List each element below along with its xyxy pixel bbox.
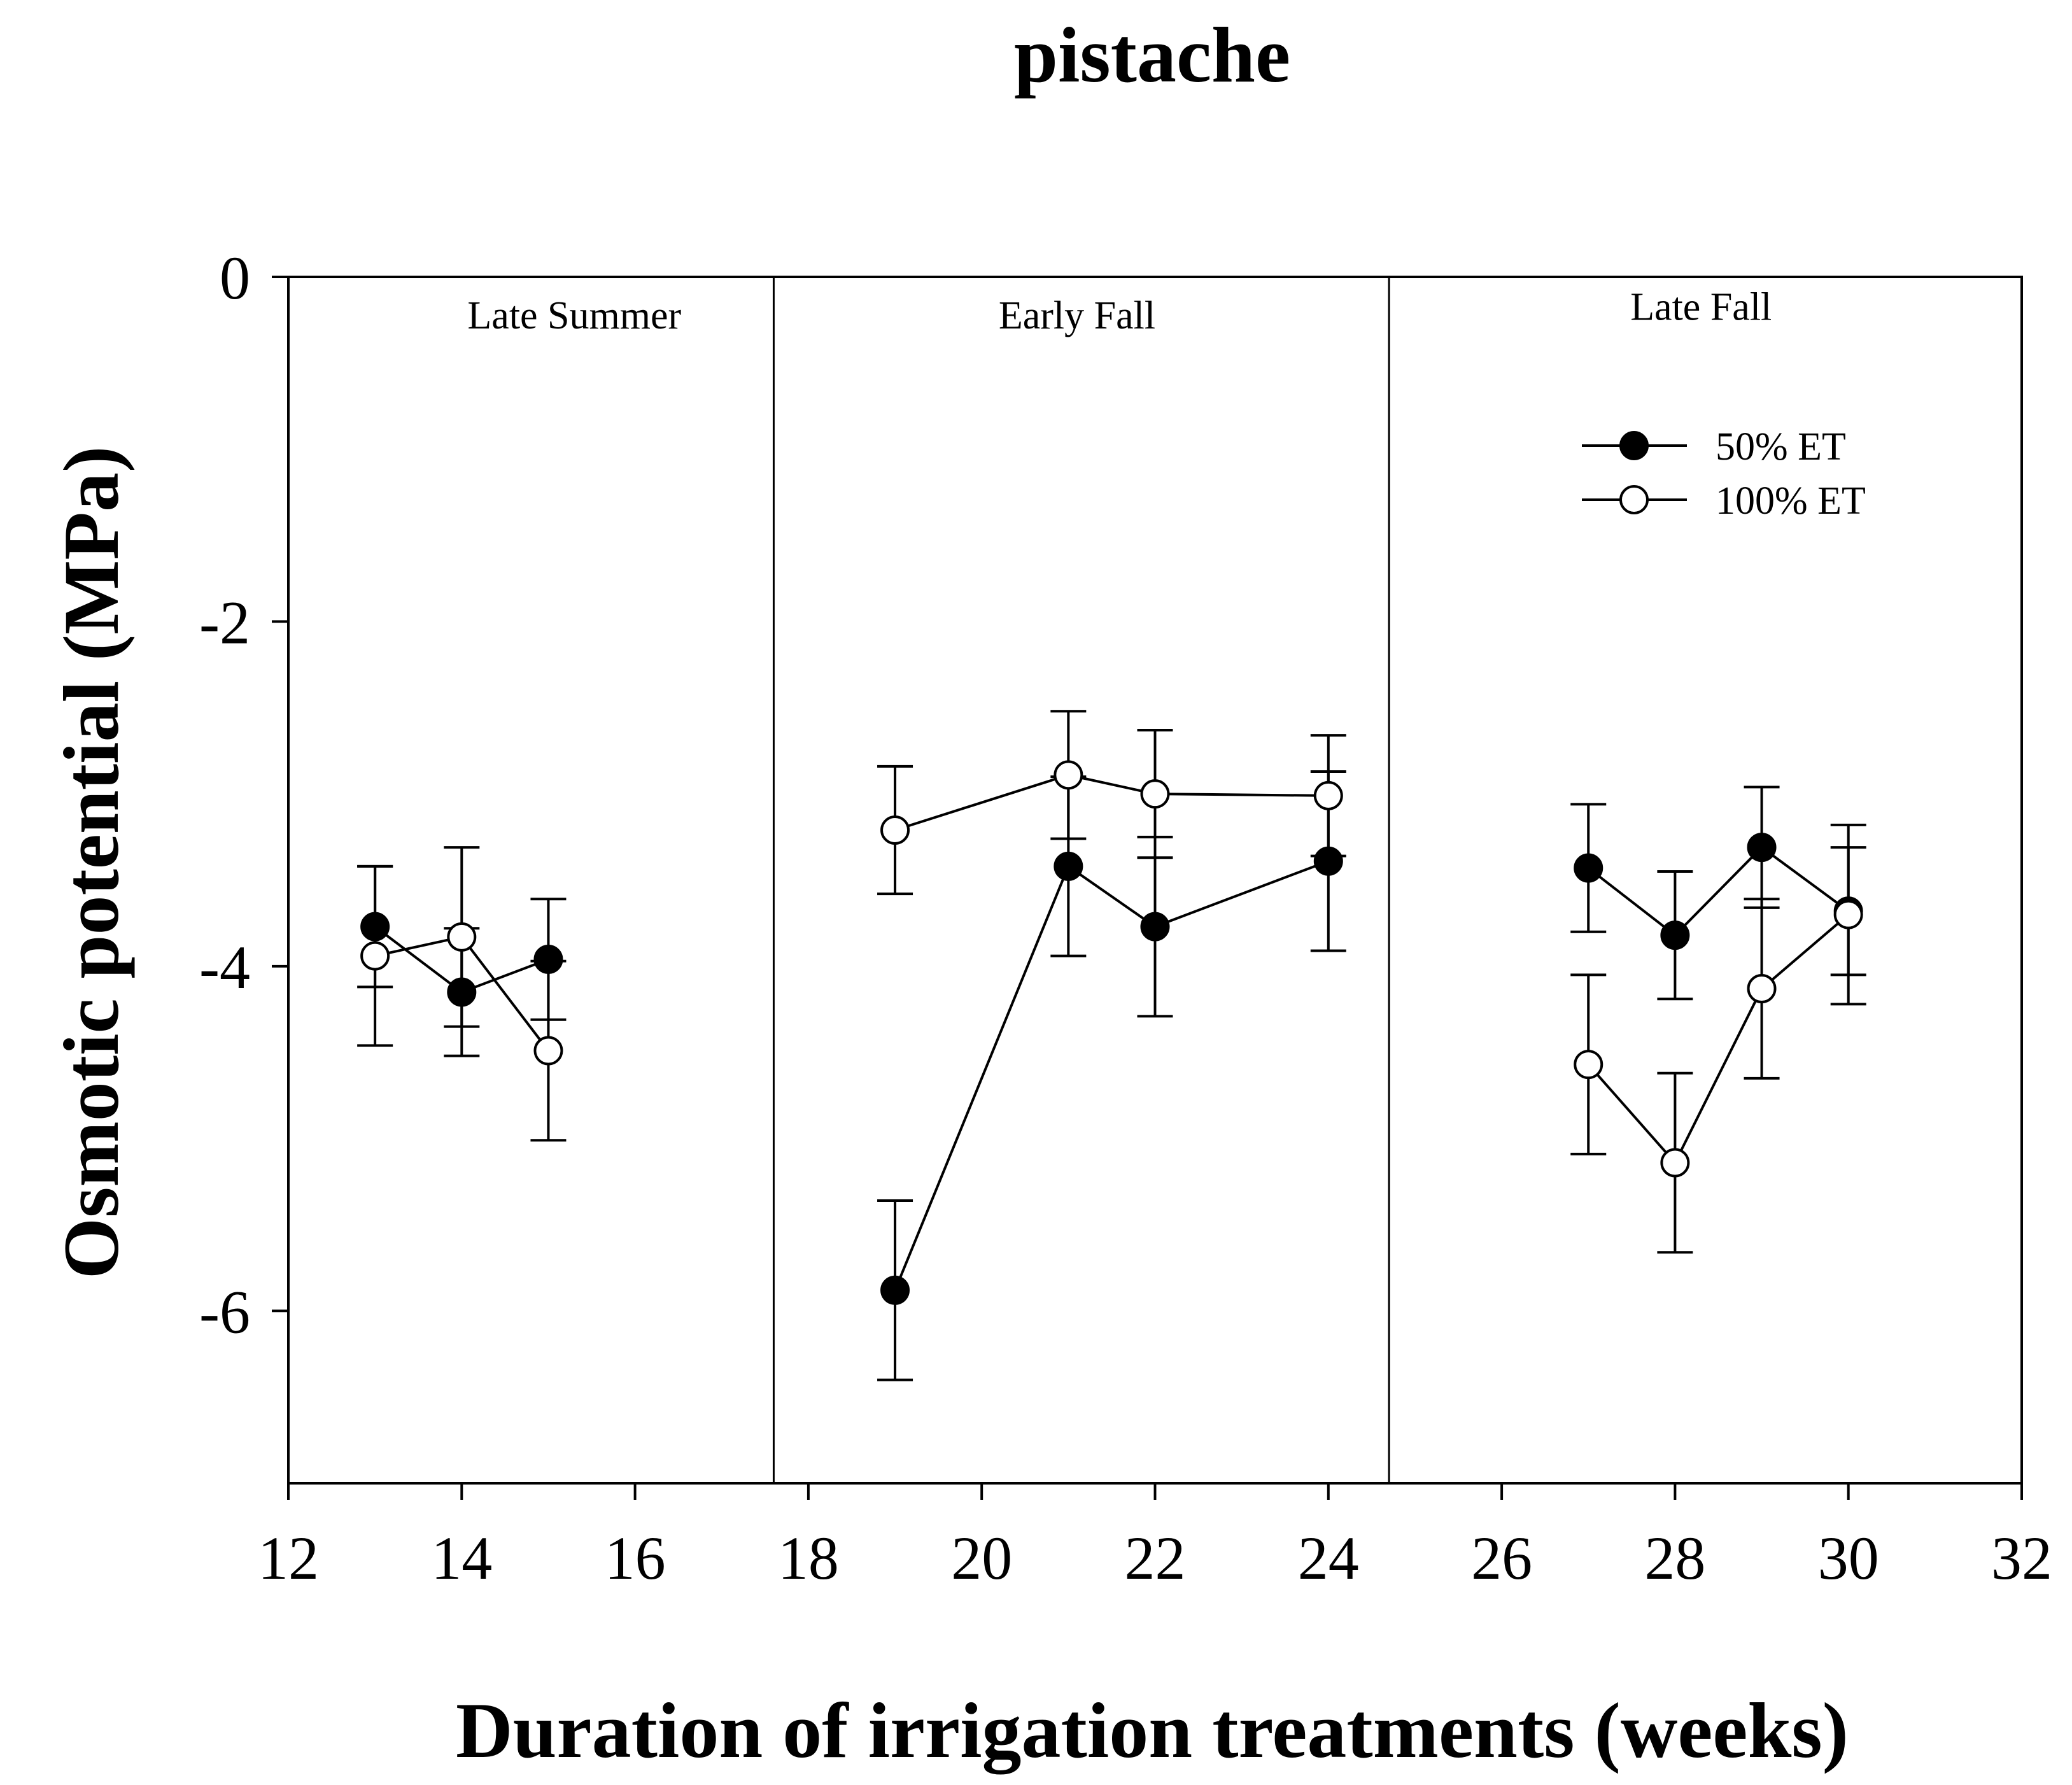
x-tick-label: 32 [1991,1524,2052,1592]
season-label: Late Fall [1630,286,1772,329]
x-tick-label: 14 [431,1524,492,1592]
series-layer [357,710,1866,1381]
season-label: Early Fall [999,294,1155,337]
legend-marker [1619,431,1649,460]
data-point [1574,853,1603,883]
y-tick-label: -4 [199,933,250,1001]
y-axis-label: Osmotic potential (MPa) [48,446,135,1280]
x-tick-label: 26 [1471,1524,1532,1592]
data-point [360,941,390,971]
y-tick-label: 0 [220,244,250,312]
markers-hundred-et [360,760,1863,1178]
data-point [1660,1148,1690,1178]
data-point [1054,851,1083,881]
data-point [1747,974,1777,1004]
data-point [533,945,563,975]
x-tick-label: 20 [951,1524,1012,1592]
data-point [360,912,390,942]
x-tick-label: 12 [258,1524,319,1592]
x-tick-label: 30 [1818,1524,1879,1592]
legend: 50% ET 100% ET [1582,425,1866,523]
data-point [880,815,910,845]
season-labels: Late Summer Early Fall Late Fall [467,286,1772,338]
series-line [1587,914,1849,1166]
legend-label: 100% ET [1716,479,1866,523]
data-point [1313,846,1343,876]
x-tick-label: 16 [605,1524,666,1592]
season-label: Late Summer [467,294,681,337]
season-dividers [772,277,1390,1483]
data-point [1574,1050,1603,1080]
data-point [1660,921,1690,950]
y-axis: 0 -2 -4 -6 [199,244,288,1346]
y-tick-label: -6 [199,1278,250,1346]
data-point [1054,760,1083,790]
series-line [894,773,1328,831]
data-point [447,922,477,952]
y-tick-label: -2 [199,588,250,656]
data-point [1140,912,1170,942]
data-point [880,1275,910,1305]
x-tick-label: 22 [1125,1524,1186,1592]
data-point [533,1036,563,1066]
data-point [1747,833,1777,863]
series-line [1588,845,1849,937]
legend-label: 50% ET [1716,425,1846,469]
x-tick-label: 28 [1644,1524,1705,1592]
series-line [894,859,1329,1291]
x-tick-label: 18 [778,1524,839,1592]
x-axis-label: Duration of irrigation treatments (weeks… [456,1687,1849,1775]
data-point [1140,779,1170,809]
x-tick-label: 24 [1298,1524,1359,1592]
legend-marker [1619,485,1649,514]
chart-title: pistache [1014,11,1290,99]
data-point [447,977,477,1007]
data-point [1313,780,1343,810]
x-axis: 12 14 16 18 20 22 24 26 28 30 32 [258,1483,2052,1592]
data-point [1833,900,1863,929]
